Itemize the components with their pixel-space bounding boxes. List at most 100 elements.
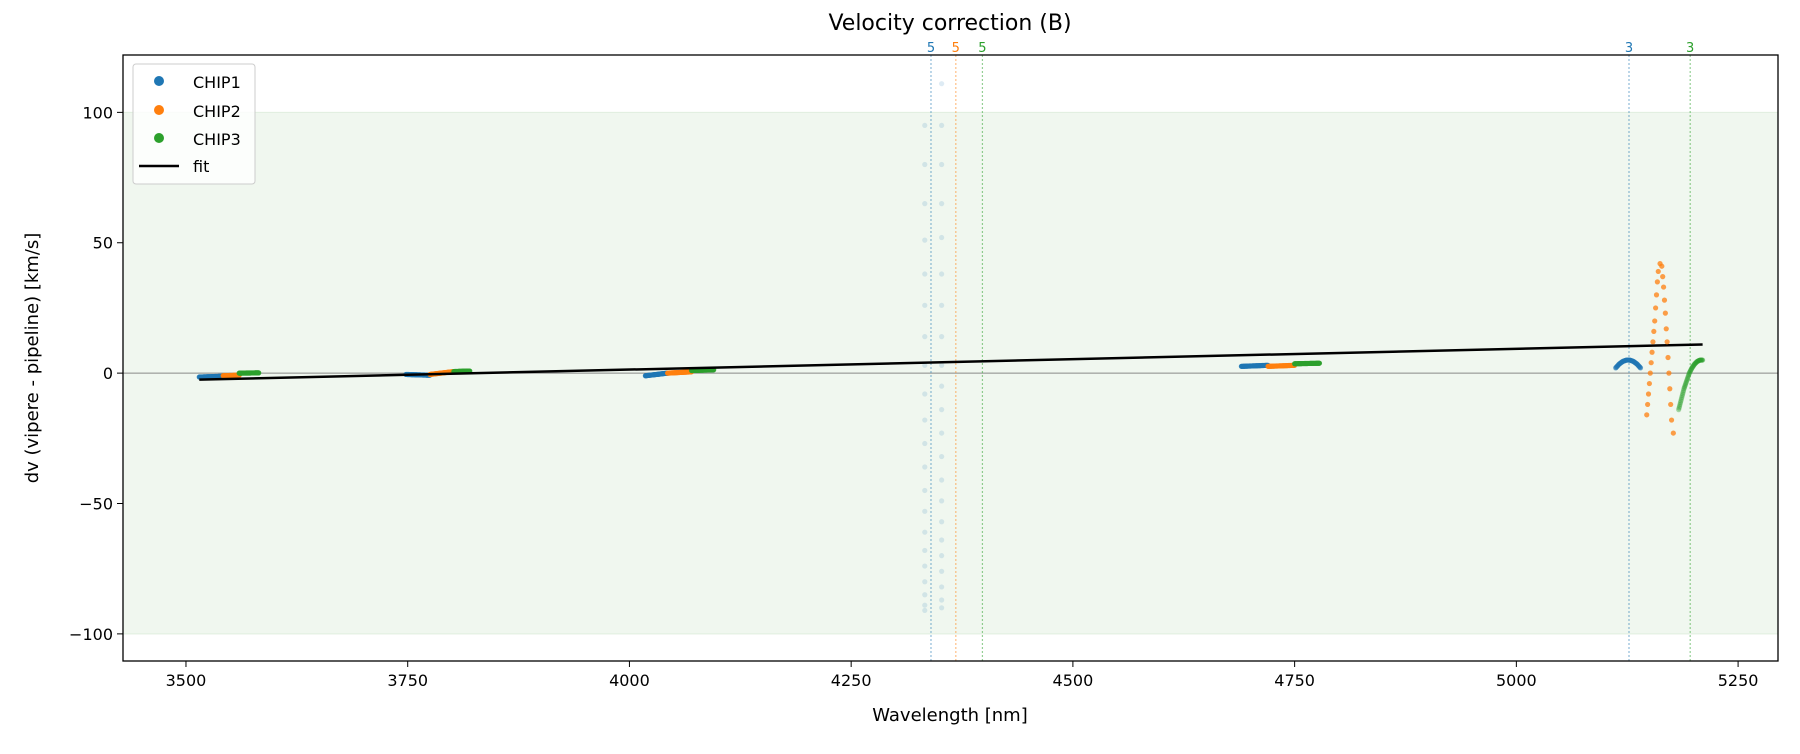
- marker-label: 3: [1625, 41, 1633, 56]
- faint-data-point: [922, 161, 928, 168]
- data-point-chip3: [1696, 358, 1702, 364]
- data-point-chip3: [1691, 362, 1697, 368]
- faint-data-point: [939, 334, 945, 340]
- data-point-chip2: [1668, 401, 1674, 408]
- data-point-chip2: [1645, 401, 1651, 408]
- data-point-chip2: [1665, 354, 1671, 361]
- data-point-chip3: [1682, 383, 1688, 389]
- data-point-chip3: [1700, 357, 1706, 363]
- x-tick-label: 4750: [1274, 671, 1315, 690]
- data-point-chip3: [1695, 358, 1701, 364]
- data-point-chip3: [256, 370, 262, 376]
- data-point-chip3: [1696, 357, 1702, 364]
- marker-label: 5: [952, 41, 960, 56]
- y-axis-label: dv (vipere - pipeline) [km/s]: [22, 233, 43, 484]
- data-point-chip2: [1650, 339, 1656, 345]
- data-point-chip2: [1667, 386, 1673, 392]
- data-point-chip3: [1686, 370, 1692, 376]
- data-point-chip3: [1681, 384, 1688, 391]
- faint-data-point: [939, 605, 945, 611]
- data-point-chip3: [1678, 398, 1684, 404]
- marker-label: 3: [1686, 41, 1694, 56]
- faint-data-point: [922, 563, 928, 569]
- faint-data-point: [939, 453, 945, 460]
- data-point-chip3: [1693, 360, 1699, 366]
- faint-data-point: [939, 430, 945, 436]
- data-point-chip3: [1689, 364, 1696, 370]
- legend-label-fit: fit: [193, 157, 209, 176]
- legend-marker-chip1: [154, 76, 164, 86]
- legend-label-chip1: CHIP1: [193, 73, 241, 92]
- data-point-chip3: [1684, 375, 1691, 381]
- data-point-chip2: [1655, 268, 1661, 275]
- faint-data-point: [922, 547, 928, 554]
- data-point-chip3: [1688, 367, 1694, 373]
- data-point-chip2: [1646, 380, 1652, 387]
- faint-data-point: [939, 122, 945, 129]
- data-point-chip2: [1660, 284, 1667, 290]
- faint-data-point: [939, 302, 945, 308]
- axes-frame: [122, 54, 1779, 662]
- x-tick-label: 5000: [1496, 671, 1537, 690]
- x-tick-label: 4250: [831, 671, 872, 690]
- data-point-chip3: [1679, 394, 1685, 401]
- data-point-chip3: [1689, 365, 1695, 371]
- data-point-chip3: [1688, 367, 1694, 374]
- data-point-chip2: [1664, 339, 1670, 345]
- data-point-chip3: [1683, 380, 1689, 387]
- data-point-chip2: [1663, 326, 1669, 332]
- data-point-chip2: [1670, 430, 1676, 436]
- data-point-chip2: [1668, 417, 1675, 423]
- faint-data-point: [922, 508, 928, 514]
- faint-data-point: [939, 362, 945, 368]
- data-point-chip3: [1697, 357, 1703, 363]
- data-point-chip3: [1316, 360, 1323, 366]
- data-point-chip3: [1687, 368, 1693, 374]
- data-point-chip3: [1692, 361, 1698, 367]
- marker-label: 5: [927, 41, 935, 56]
- data-point-chip2: [1661, 297, 1668, 303]
- data-point-chip2: [1653, 292, 1660, 298]
- data-point-chip3: [1681, 386, 1687, 392]
- y-tick-label: 50: [93, 234, 113, 253]
- data-point-chip3: [1688, 366, 1695, 372]
- data-point-chip2: [1666, 370, 1672, 376]
- data-point-chip2: [1647, 370, 1653, 376]
- data-point-chip3: [1692, 360, 1699, 366]
- data-point-chip3: [1686, 371, 1692, 378]
- data-point-chip3: [1695, 358, 1701, 364]
- legend-marker-chip3: [154, 133, 164, 143]
- faint-data-point: [939, 498, 945, 504]
- data-point-chip3: [1687, 369, 1693, 375]
- data-point-chip3: [1684, 377, 1690, 383]
- faint-data-point: [922, 271, 928, 277]
- legend-box: [132, 63, 256, 185]
- data-point-chip3: [1698, 357, 1704, 363]
- data-point-chip3: [1694, 358, 1700, 364]
- faint-data-point: [922, 201, 928, 207]
- faint-data-point: [939, 477, 945, 483]
- faint-data-point: [922, 302, 928, 308]
- x-tick-label: 3500: [166, 671, 207, 690]
- x-tick-label: 4500: [1053, 671, 1094, 690]
- data-point-chip2: [1659, 263, 1665, 269]
- data-point-chip3: [1690, 364, 1696, 370]
- data-point-chip3: [1676, 405, 1682, 411]
- data-point-chip2: [1653, 305, 1659, 311]
- legend: CHIP1 CHIP2 CHIP3 fit: [132, 63, 256, 185]
- data-point-chip3: [1679, 393, 1685, 399]
- data-point-chip3: [1699, 357, 1705, 363]
- chart-title: Velocity correction (B): [828, 11, 1071, 36]
- x-axis-label: Wavelength [nm]: [872, 705, 1028, 726]
- faint-data-point: [922, 602, 928, 608]
- data-point-chip2: [1651, 328, 1657, 335]
- data-point-chip3: [1694, 359, 1700, 365]
- data-point-chip3: [1680, 387, 1687, 394]
- data-point-chip2: [1652, 318, 1658, 324]
- data-point-chip3: [1696, 357, 1703, 363]
- data-point-chip2: [1662, 310, 1668, 316]
- data-point-chip2: [1649, 349, 1655, 355]
- faint-data-point: [922, 487, 928, 494]
- data-point-chip2: [1660, 274, 1666, 280]
- faint-data-point: [922, 237, 928, 243]
